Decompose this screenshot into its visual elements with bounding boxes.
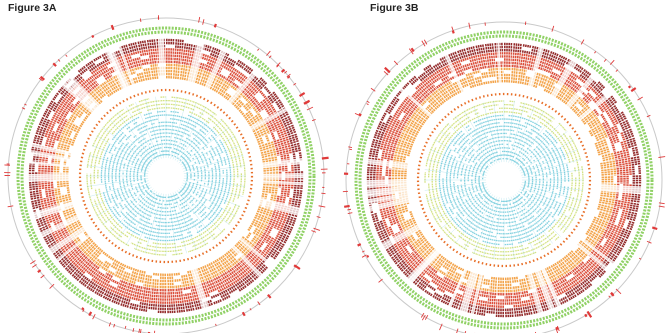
inner-cyan-heatmap-band xyxy=(424,100,584,260)
green-annotation-track xyxy=(354,30,654,330)
circular-genome-plot-b xyxy=(342,21,666,333)
outer-marker-track xyxy=(342,21,666,333)
core-radial-lines xyxy=(424,100,584,260)
inner-cyan-heatmap-band xyxy=(86,96,246,256)
outer-marker-track xyxy=(4,15,329,333)
panel-b-title: Figure 3B xyxy=(370,2,419,14)
green-annotation-track xyxy=(16,26,316,326)
center-hole xyxy=(150,160,182,192)
panel-a-title: Figure 3A xyxy=(8,2,57,14)
orange-dot-ring xyxy=(416,92,592,268)
outer-ring-track xyxy=(7,17,325,333)
orange-dot-ring xyxy=(78,88,254,264)
circular-genome-plot-a xyxy=(4,15,329,333)
core-radial-lines xyxy=(86,96,246,256)
band-gap-spokes xyxy=(365,42,642,315)
center-hole xyxy=(488,164,520,196)
band-gap-spokes xyxy=(27,37,305,310)
outer-ring-track xyxy=(345,21,663,333)
